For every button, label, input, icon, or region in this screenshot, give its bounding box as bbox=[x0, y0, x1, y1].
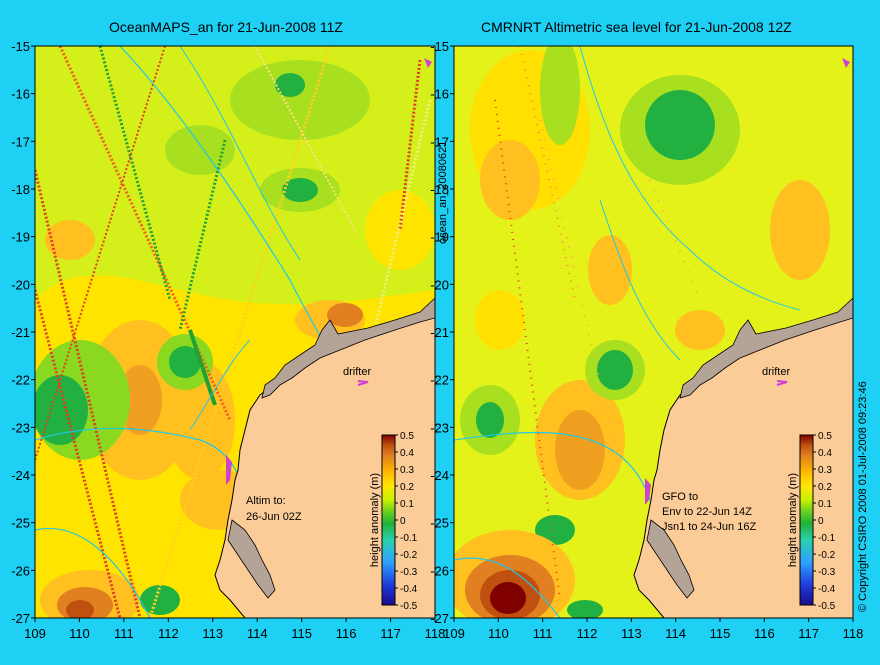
y-tick-label: -26 bbox=[430, 563, 449, 578]
left-altim-note-line-2: 26-Jun 02Z bbox=[246, 511, 302, 523]
y-tick-label: -27 bbox=[430, 611, 449, 626]
copyright-label: © Copyright CSIRO 2008 01-Jul-2008 09:23… bbox=[857, 381, 869, 612]
y-tick-label: -23 bbox=[11, 420, 30, 435]
run-id-label: ocean_an_20080621 bbox=[437, 140, 449, 244]
x-tick-label: 116 bbox=[754, 626, 775, 641]
x-tick-label: 112 bbox=[577, 626, 598, 641]
colorbar-tick-label: -0.1 bbox=[400, 533, 418, 544]
y-tick-label: -24 bbox=[430, 468, 449, 483]
x-tick-label: 118 bbox=[425, 626, 446, 641]
colorbar-tick-label: -0.1 bbox=[818, 533, 836, 544]
y-tick-label: -21 bbox=[11, 325, 30, 340]
x-tick-label: 112 bbox=[158, 626, 179, 641]
x-tick-label: 118 bbox=[843, 626, 864, 641]
y-tick-label: -20 bbox=[430, 277, 449, 292]
right-drifter-marker bbox=[776, 380, 788, 386]
y-tick-label: -16 bbox=[430, 87, 449, 102]
y-tick-label: -22 bbox=[430, 373, 449, 388]
right-y-axis: -15 -16 -17 -18 -19 -20 -21 -22 -23 -24 -25 -26 -27 bbox=[430, 39, 454, 626]
colorbar-tick-label: 0.5 bbox=[400, 431, 414, 442]
left-drifter-label: drifter bbox=[343, 366, 371, 378]
colorbar-tick-label: -0.4 bbox=[400, 584, 418, 595]
colorbar-tick-label: 0 bbox=[400, 516, 406, 527]
right-altim-note-line-2: Env to 22-Jun 14Z bbox=[662, 506, 752, 518]
x-tick-label: 114 bbox=[247, 626, 268, 641]
x-tick-label: 111 bbox=[114, 626, 134, 641]
left-y-axis: -15 -16 -17 -18 -19 -20 -21 -22 -23 -24 -25 -26 -27 bbox=[11, 39, 35, 626]
x-tick-label: 115 bbox=[291, 626, 312, 641]
colorbar-tick-label: 0.5 bbox=[818, 431, 832, 442]
x-tick-label: 117 bbox=[380, 626, 401, 641]
y-tick-label: -23 bbox=[430, 420, 449, 435]
x-tick-label: 109 bbox=[24, 626, 46, 641]
x-tick-label: 113 bbox=[202, 626, 223, 641]
colorbar-tick-label: 0.3 bbox=[818, 465, 832, 476]
colorbar-scale bbox=[799, 434, 814, 606]
left-anomaly-contours bbox=[35, 46, 435, 618]
left-x-axis: 109 110 111 112 113 114 115 116 117 118 bbox=[24, 618, 445, 641]
right-altim-note-line-3: Jsn1 to 24-Jun 16Z bbox=[662, 521, 756, 533]
right-drifter-label: drifter bbox=[762, 366, 790, 378]
y-tick-label: -18 bbox=[11, 182, 30, 197]
y-tick-label: -17 bbox=[430, 134, 449, 149]
x-tick-label: 116 bbox=[336, 626, 357, 641]
right-map-title: CMRNRT Altimetric sea level for 21-Jun-2… bbox=[481, 19, 792, 35]
y-tick-label: -22 bbox=[11, 373, 30, 388]
colorbar-tick-label: 0.2 bbox=[400, 482, 414, 493]
y-tick-label: -19 bbox=[11, 230, 30, 245]
y-tick-label: -15 bbox=[11, 39, 30, 54]
x-tick-label: 115 bbox=[710, 626, 731, 641]
colorbar-tick-label: -0.3 bbox=[818, 567, 836, 578]
y-tick-label: -15 bbox=[430, 39, 449, 54]
x-tick-label: 117 bbox=[798, 626, 819, 641]
colorbar-tick-label: 0.4 bbox=[818, 448, 832, 459]
right-colorbar: 0.5 0.4 0.3 0.2 0.1 0 -0.1 -0.2 -0.3 -0.4 -0.5 heig… bbox=[787, 431, 836, 612]
right-x-axis: 109 110 111 112 113 114 115 116 117 118 bbox=[443, 618, 863, 641]
x-tick-label: 109 bbox=[443, 626, 465, 641]
y-tick-label: -24 bbox=[11, 468, 30, 483]
colorbar-tick-label: 0.2 bbox=[818, 482, 832, 493]
y-tick-label: -20 bbox=[11, 277, 30, 292]
y-tick-label: -27 bbox=[11, 611, 30, 626]
right-altim-note-line-1: GFO to bbox=[662, 491, 698, 503]
x-tick-label: 114 bbox=[665, 626, 686, 641]
colorbar-tick-label: 0.3 bbox=[400, 465, 414, 476]
x-tick-label: 110 bbox=[69, 626, 90, 641]
colorbar-tick-label: -0.2 bbox=[818, 550, 836, 561]
colorbar-tick-label: -0.5 bbox=[400, 601, 418, 612]
colorbar-tick-label: 0.1 bbox=[400, 499, 414, 510]
x-tick-label: 110 bbox=[488, 626, 509, 641]
x-tick-label: 113 bbox=[621, 626, 642, 641]
y-tick-label: -26 bbox=[11, 563, 30, 578]
colorbar-tick-label: -0.4 bbox=[818, 584, 836, 595]
colorbar-tick-label: -0.3 bbox=[400, 567, 418, 578]
right-anomaly-contours bbox=[454, 46, 853, 618]
y-tick-label: -25 bbox=[11, 516, 30, 531]
left-map-panel: drifter Altim to: 26-Jun 02Z 109 110 111 11… bbox=[11, 39, 445, 641]
y-tick-label: -19 bbox=[430, 230, 449, 245]
colorbar-axis-label: height anomaly (m) bbox=[369, 473, 381, 567]
left-colorbar: 0.5 0.4 0.3 0.2 0.1 0 -0.1 -0.2 -0.3 -0.4 -0.5 heig… bbox=[369, 431, 418, 612]
right-map-panel: drifter GFO to Env to 22-Jun 14Z Jsn1 to… bbox=[430, 39, 863, 641]
colorbar-axis-label: height anomaly (m) bbox=[787, 473, 799, 567]
left-drifter-marker bbox=[357, 380, 369, 386]
left-altim-note-line-1: Altim to: bbox=[246, 495, 286, 507]
colorbar-tick-label: -0.2 bbox=[400, 550, 418, 561]
y-tick-label: -21 bbox=[430, 325, 449, 340]
colorbar-tick-label: 0 bbox=[818, 516, 824, 527]
y-tick-label: -18 bbox=[430, 182, 449, 197]
colorbar-tick-label: 0.1 bbox=[818, 499, 832, 510]
y-tick-label: -25 bbox=[430, 516, 449, 531]
colorbar-tick-label: 0.4 bbox=[400, 448, 414, 459]
y-tick-label: -17 bbox=[11, 134, 30, 149]
x-tick-label: 111 bbox=[533, 626, 553, 641]
left-map-title: OceanMAPS_an for 21-Jun-2008 11Z bbox=[109, 19, 343, 35]
colorbar-tick-label: -0.5 bbox=[818, 601, 836, 612]
colorbar-scale bbox=[381, 434, 396, 606]
y-tick-label: -16 bbox=[11, 87, 30, 102]
